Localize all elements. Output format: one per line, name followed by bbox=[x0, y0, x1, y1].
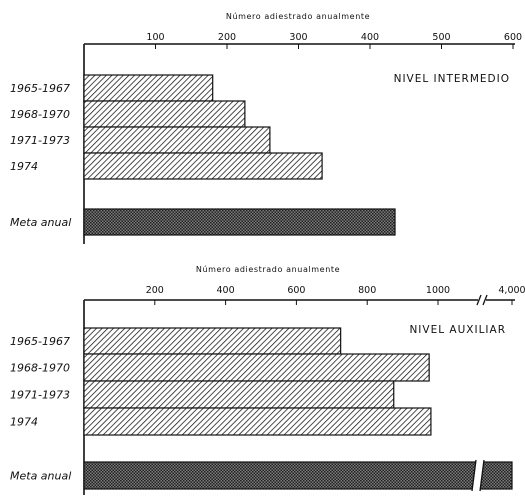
bar-1974 bbox=[83, 407, 432, 436]
axis-break-stroke bbox=[476, 294, 482, 306]
panel-title: NIVEL INTERMEDIO bbox=[394, 73, 510, 85]
category-label-1974: 1974 bbox=[10, 416, 38, 429]
x-axis-title: Número adiestrado anualmente bbox=[196, 265, 340, 274]
x-tick-label-500: 500 bbox=[432, 32, 450, 43]
x-axis-ticks bbox=[155, 44, 514, 49]
x-tick-label-1000: 1000 bbox=[426, 285, 450, 296]
x-tick-label-400: 400 bbox=[361, 32, 379, 43]
bar-1965-1967 bbox=[83, 74, 214, 102]
x-axis-title: Número adiestrado anualmente bbox=[226, 12, 370, 21]
category-label-1971-1973: 1971-1973 bbox=[10, 389, 70, 402]
category-label-1965-1967: 1965-1967 bbox=[10, 82, 70, 95]
category-label-1968-1970: 1968-1970 bbox=[10, 108, 70, 121]
x-tick-label-600: 600 bbox=[504, 32, 522, 43]
panel-title: NIVEL AUXILIAR bbox=[409, 324, 506, 336]
bar-1968-1970 bbox=[83, 100, 246, 128]
bar-1965-1967 bbox=[83, 327, 342, 355]
category-labels: 1965-1967 1968-1970 1971-1973 1974 Meta anua… bbox=[10, 335, 71, 483]
x-tick-label-300: 300 bbox=[289, 32, 307, 43]
bar-1974 bbox=[83, 152, 323, 180]
category-label-meta-anual: Meta anual bbox=[10, 470, 71, 483]
category-labels: 1965-1967 1968-1970 1971-1973 1974 Meta anua… bbox=[10, 82, 71, 229]
bar-meta-anual bbox=[83, 208, 396, 236]
category-label-meta-anual: Meta anual bbox=[10, 216, 71, 229]
x-tick-label-200: 200 bbox=[146, 285, 164, 296]
x-axis-tick-labels: 200 400 600 800 1000 4,000 bbox=[146, 285, 525, 296]
bars bbox=[83, 74, 396, 236]
x-tick-label-100: 100 bbox=[146, 32, 164, 43]
chart-auxiliar: Número adiestrado anualmente 200 400 600 80… bbox=[10, 265, 525, 495]
axis-break-stroke bbox=[482, 294, 488, 306]
bar-1971-1973 bbox=[83, 126, 271, 154]
axis-break-marks bbox=[471, 294, 488, 492]
x-tick-label-400: 400 bbox=[217, 285, 235, 296]
category-label-1965-1967: 1965-1967 bbox=[10, 335, 70, 348]
chart-intermedio: Número adiestrado anualmente 100 200 300 40… bbox=[10, 12, 522, 244]
category-label-1971-1973: 1971-1973 bbox=[10, 134, 70, 147]
category-label-1968-1970: 1968-1970 bbox=[10, 362, 70, 375]
x-tick-label-800: 800 bbox=[358, 285, 376, 296]
bar-1971-1973 bbox=[83, 380, 395, 409]
bar-1968-1970 bbox=[83, 353, 430, 382]
bar-meta-anual bbox=[83, 461, 513, 490]
x-axis-tick-labels: 100 200 300 400 500 600 bbox=[146, 32, 522, 43]
category-label-1974: 1974 bbox=[10, 160, 38, 173]
x-tick-label-200: 200 bbox=[218, 32, 236, 43]
x-tick-label-4000: 4,000 bbox=[498, 285, 525, 296]
x-axis-ticks bbox=[154, 300, 513, 305]
x-tick-label-600: 600 bbox=[287, 285, 305, 296]
bars bbox=[83, 327, 513, 490]
